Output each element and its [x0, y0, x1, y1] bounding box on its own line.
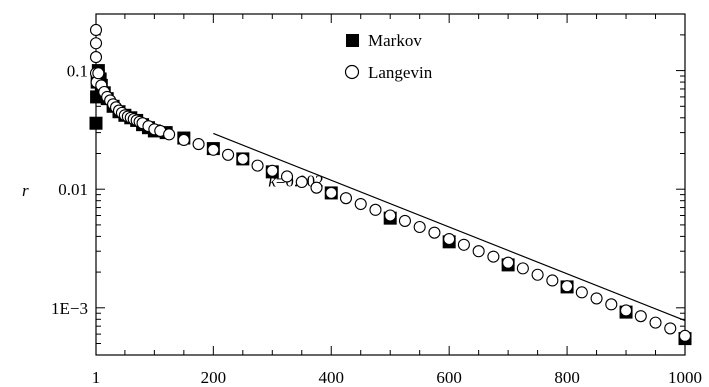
langevin-point	[457, 238, 470, 251]
langevin-point	[325, 186, 338, 199]
langevin-point	[516, 262, 529, 275]
langevin-point	[295, 175, 308, 189]
x-tick-label: 800	[554, 368, 580, 387]
x-tick-label: 200	[201, 368, 227, 387]
langevin-point	[531, 268, 544, 281]
langevin-point	[192, 138, 205, 151]
langevin-point	[310, 181, 323, 194]
langevin-point	[634, 310, 647, 323]
langevin-point	[369, 203, 382, 216]
langevin-point	[354, 197, 367, 211]
markov-point	[89, 116, 103, 130]
langevin-point	[89, 23, 103, 37]
x-tick-label: 600	[436, 368, 462, 387]
langevin-point	[89, 51, 103, 64]
x-tick-label: 1000	[668, 368, 702, 387]
langevin-point	[339, 192, 353, 205]
langevin-point	[89, 37, 103, 50]
legend: Markov Langevin	[344, 31, 433, 82]
y-axis-label: r	[22, 181, 29, 200]
x-tick-label: 1	[92, 368, 101, 387]
langevin-point	[236, 152, 249, 165]
y-tick-label: 1E−3	[51, 299, 88, 318]
langevin-point	[266, 164, 279, 177]
langevin-point	[177, 133, 190, 147]
langevin-point	[487, 250, 500, 263]
langevin-point	[92, 67, 105, 80]
langevin-point	[251, 159, 264, 172]
langevin-point	[163, 128, 176, 141]
langevin-point	[502, 256, 515, 269]
reference-line	[213, 132, 686, 322]
langevin-point	[619, 304, 633, 317]
langevin-point	[664, 322, 677, 335]
langevin-point	[678, 329, 692, 342]
langevin-point	[222, 148, 235, 161]
langevin-point	[561, 280, 574, 293]
y-tick-label: 0.1	[67, 62, 88, 81]
legend-marker-markov	[346, 34, 359, 47]
langevin-point	[649, 316, 662, 329]
series-markov	[89, 64, 692, 346]
langevin-point	[280, 170, 294, 183]
x-tick-label: 400	[318, 368, 344, 387]
langevin-point	[472, 245, 485, 258]
langevin-point	[575, 286, 588, 299]
langevin-point	[384, 209, 397, 222]
legend-marker-langevin	[344, 64, 360, 80]
langevin-point	[546, 274, 559, 287]
langevin-point	[207, 143, 220, 156]
langevin-point	[428, 226, 441, 239]
langevin-point	[398, 214, 411, 227]
langevin-point	[590, 292, 603, 305]
legend-label-markov: Markov	[368, 31, 422, 50]
langevin-point	[443, 232, 456, 246]
y-tick-label: 0.01	[58, 180, 88, 199]
slope-annotation-symbol: k	[268, 172, 276, 191]
y-axis-ticks: 1E−3 0.01 0.1	[51, 34, 685, 356]
langevin-point	[605, 298, 618, 311]
langevin-point	[413, 220, 426, 234]
x-axis-ticks: 1 200 400 600 800 1000	[92, 14, 702, 387]
series-langevin	[89, 23, 692, 342]
legend-label-langevin: Langevin	[368, 63, 433, 82]
reference-line-segment	[213, 132, 686, 322]
